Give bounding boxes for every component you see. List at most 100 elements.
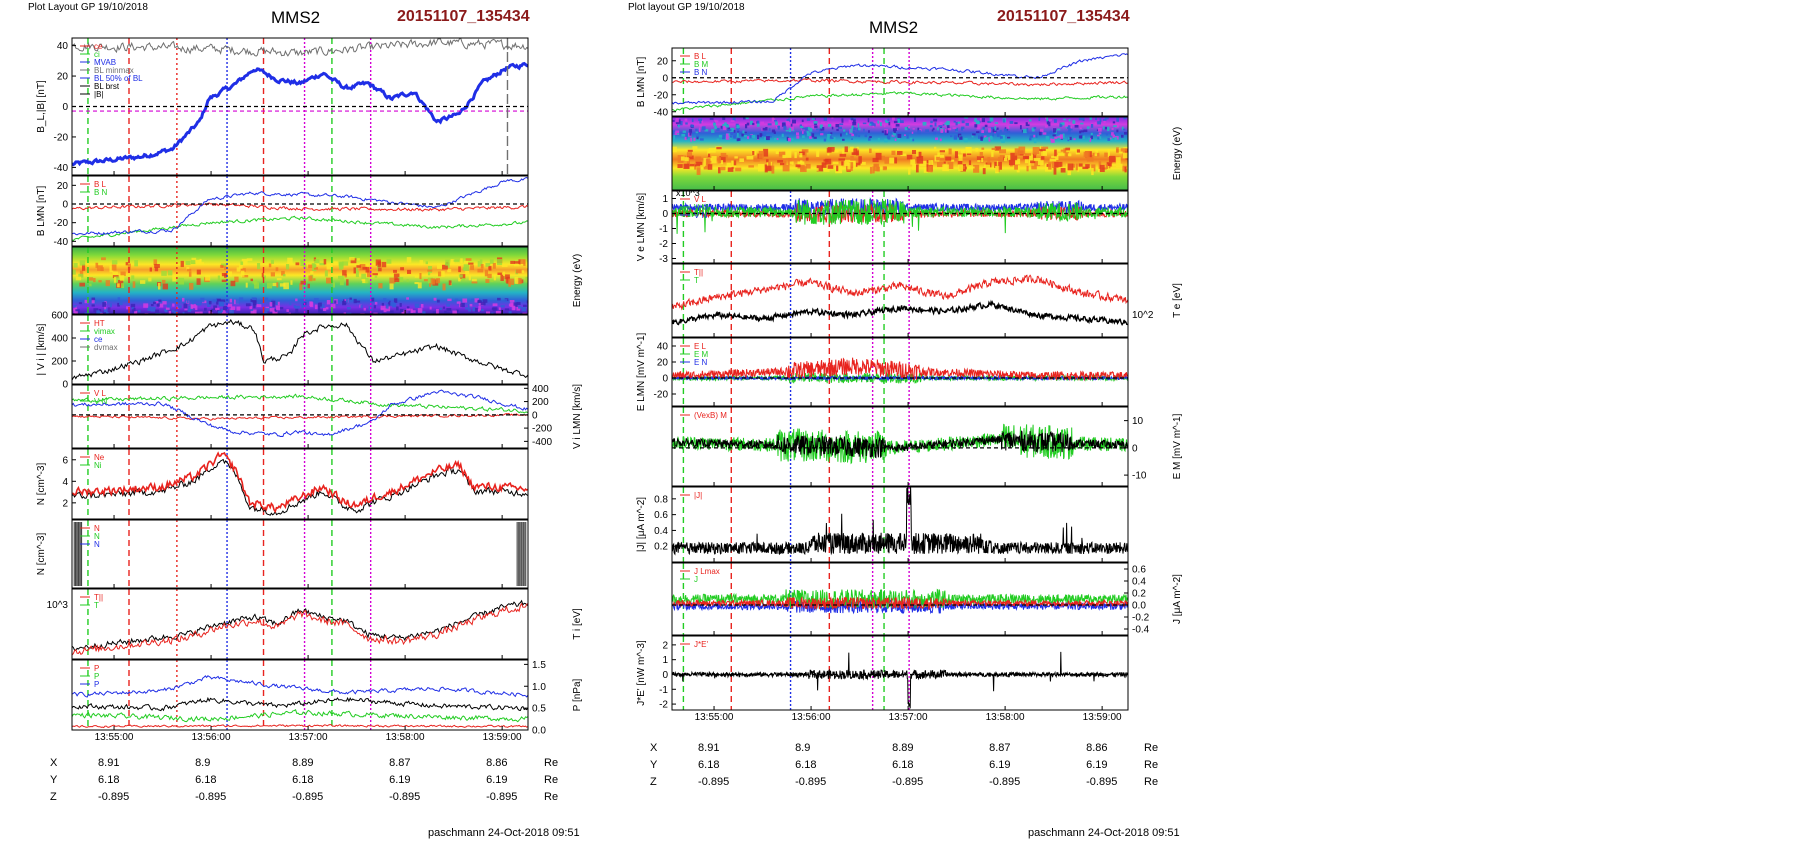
panel-frame — [671, 486, 1129, 563]
panel-content — [672, 191, 1128, 263]
spectrogram-pixel — [1107, 137, 1111, 141]
spectrogram-pixel — [982, 168, 986, 175]
spectrogram-pixel — [111, 264, 117, 271]
y-tick-label: -40 — [654, 107, 669, 118]
spectrogram-pixel — [125, 262, 129, 266]
spectrogram-pixel — [788, 117, 791, 120]
spectrogram-pixel — [1067, 130, 1071, 135]
panel-content — [672, 117, 1128, 190]
spectrogram-pixel — [966, 152, 972, 155]
left-panel-vilmn: 400 200 0 -200 -400 V i LMN [km/s] V LV N — [71, 384, 583, 449]
panel-content — [672, 563, 1128, 635]
spectrogram-pixel — [93, 308, 99, 313]
spectrogram-pixel — [927, 165, 933, 173]
spectrogram-pixel — [386, 258, 392, 264]
spectrogram-pixel — [330, 304, 336, 309]
spectrogram-pixel — [857, 165, 861, 169]
spectrogram-pixel — [733, 160, 737, 166]
spectrogram-pixel — [708, 148, 716, 153]
spectrogram-pixel — [835, 123, 840, 128]
spectrogram-pixel — [1102, 118, 1107, 121]
y-tick-label: 10^2 — [1132, 310, 1154, 321]
spectrogram-pixel — [365, 277, 369, 284]
spectrogram-pixel — [736, 138, 739, 142]
spectrogram-pixel — [498, 307, 501, 311]
legend-entry: N — [94, 540, 100, 549]
spectrogram-pixel — [811, 125, 815, 129]
spectrogram-pixel — [182, 297, 185, 302]
spectrogram-pixel — [979, 117, 982, 121]
spectrogram-pixel — [850, 128, 853, 133]
spectrogram-pixel — [120, 275, 125, 281]
spectrogram-pixel — [365, 266, 370, 273]
spectrogram-pixel — [991, 147, 996, 150]
spectrogram-pixel — [788, 127, 792, 133]
spectrogram-pixel — [270, 272, 275, 277]
series-j-n — [672, 595, 1128, 611]
spectrogram-pixel — [373, 305, 377, 309]
spectrogram-pixel — [827, 153, 830, 156]
spectrogram-pixel — [858, 156, 862, 164]
spectrogram-pixel — [1033, 138, 1037, 144]
spectrogram-pixel — [1060, 149, 1066, 152]
spectrogram-pixel — [1001, 135, 1005, 140]
spectrogram-pixel — [813, 121, 818, 125]
spectrogram-pixel — [794, 152, 797, 159]
panel-frame — [671, 116, 1129, 191]
spectrogram-pixel — [1022, 129, 1027, 134]
spectrogram-pixel — [888, 121, 891, 126]
spectrogram-pixel — [143, 303, 149, 308]
spectrogram-pixel — [272, 310, 275, 314]
y-tick-label: 400 — [51, 334, 68, 345]
spectrogram-pixel — [504, 308, 510, 311]
spectrogram-pixel — [311, 263, 315, 266]
spectrogram-pixel — [996, 127, 999, 130]
y-axis-label: E LMN [mV m^-1] — [636, 332, 647, 411]
spectrogram-pixel — [275, 301, 280, 306]
spectrogram-pixel — [799, 124, 802, 128]
spectrogram-pixel — [821, 162, 827, 168]
left-panel-blmn: 20 0 -20 -40 B LMN [nT] B LB N — [36, 175, 529, 248]
spectrogram-pixel — [1026, 127, 1029, 133]
spectrogram-pixel — [196, 278, 201, 285]
spectrogram-pixel — [427, 272, 431, 276]
spectrogram-pixel — [946, 125, 950, 130]
y-tick-label: 0.4 — [654, 526, 668, 537]
spectrogram-pixel — [829, 135, 832, 139]
spectrogram-pixel — [1060, 122, 1064, 125]
panel-frame — [671, 562, 1129, 636]
legend-entry: V N — [94, 397, 108, 406]
spectrogram-pixel — [447, 298, 452, 302]
spectrogram-pixel — [992, 133, 994, 137]
spectrogram-pixel — [900, 120, 904, 124]
ephemeris-value: 6.19 — [389, 774, 411, 786]
spectrogram-pixel — [1028, 119, 1032, 122]
spectrogram-pixel — [192, 300, 196, 304]
spectrogram-pixel — [718, 134, 723, 138]
spectrogram-pixel — [73, 263, 78, 268]
spectrogram-pixel — [788, 157, 792, 165]
spectrogram-pixel — [831, 137, 834, 139]
spectrogram-pixel — [1001, 138, 1005, 143]
legend-entry: J*E' — [694, 640, 708, 649]
spectrogram-pixel — [863, 128, 865, 132]
spectrogram-pixel — [217, 310, 222, 314]
y-tick-label: 0 — [1132, 443, 1138, 454]
spectrogram-pixel — [309, 301, 313, 307]
panel-frame — [671, 337, 1129, 407]
legend-entry: T — [694, 276, 699, 285]
series-b-m — [72, 202, 528, 212]
spectrogram-pixel — [795, 164, 801, 168]
legend-entry: N — [94, 524, 100, 533]
legend-entry: E L — [694, 342, 707, 351]
spectrogram-pixel — [699, 138, 704, 141]
legend-entry: BL minmax — [94, 66, 134, 75]
spectrogram-pixel — [733, 129, 736, 133]
spectrogram-pixel — [722, 117, 726, 120]
spectrogram-pixel — [1018, 146, 1026, 155]
spectrogram-pixel — [989, 135, 993, 140]
panel-frame — [71, 384, 529, 449]
spectrogram-pixel — [220, 299, 226, 302]
spectrogram-pixel — [827, 137, 830, 142]
